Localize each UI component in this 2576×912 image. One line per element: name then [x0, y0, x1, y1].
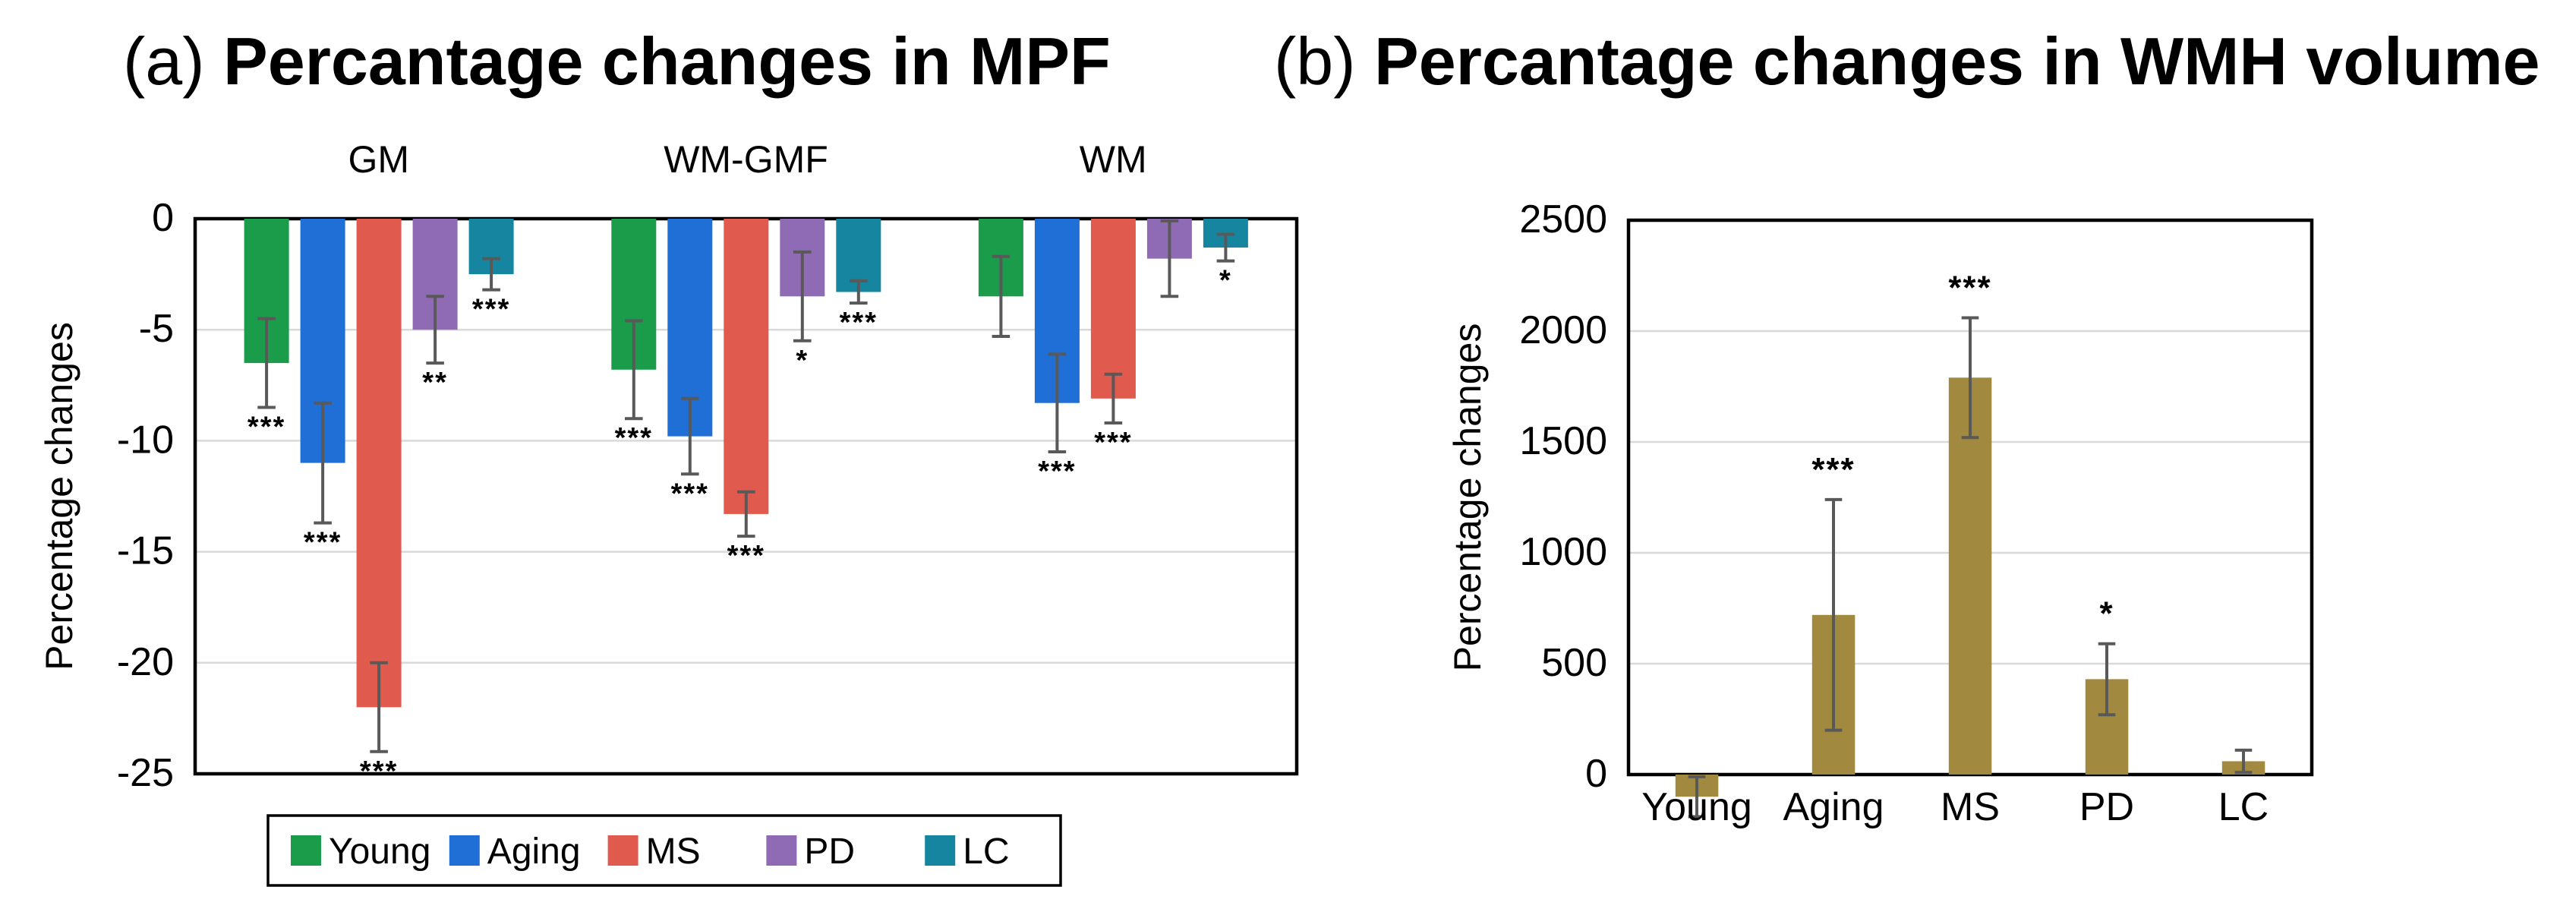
svg-text:MS: MS: [1941, 785, 2000, 829]
svg-text:***: ***: [727, 540, 765, 572]
svg-text:Aging: Aging: [1783, 785, 1884, 829]
svg-text:***: ***: [304, 527, 342, 559]
svg-text:***: ***: [1811, 451, 1855, 488]
svg-text:WM: WM: [1080, 138, 1147, 181]
svg-text:LC: LC: [2218, 785, 2269, 829]
svg-text:1000: 1000: [1519, 530, 1607, 574]
svg-text:-5: -5: [139, 307, 174, 351]
svg-text:-10: -10: [117, 418, 174, 462]
svg-text:-15: -15: [117, 529, 174, 573]
svg-text:LC: LC: [963, 832, 1009, 872]
svg-text:500: 500: [1541, 641, 1607, 685]
svg-text:***: ***: [360, 756, 398, 787]
svg-text:WM-GMF: WM-GMF: [664, 138, 828, 181]
svg-text:2500: 2500: [1519, 197, 1607, 241]
svg-text:-20: -20: [117, 640, 174, 684]
svg-text:***: ***: [1094, 427, 1132, 459]
svg-text:*: *: [1219, 265, 1232, 297]
svg-text:***: ***: [615, 422, 653, 454]
svg-text:***: ***: [1948, 270, 1991, 307]
svg-text:PD: PD: [2079, 785, 2134, 829]
svg-text:Young: Young: [1641, 785, 1752, 829]
svg-text:***: ***: [671, 478, 709, 510]
svg-text:Percentage changes: Percentage changes: [1446, 323, 1489, 672]
svg-text:GM: GM: [348, 138, 410, 181]
svg-text:Aging: Aging: [487, 832, 581, 872]
svg-text:***: ***: [248, 412, 285, 443]
svg-text:PD: PD: [804, 832, 855, 872]
svg-text:***: ***: [1038, 456, 1076, 488]
svg-text:*: *: [796, 345, 809, 377]
svg-text:***: ***: [840, 307, 878, 339]
svg-text:*: *: [2099, 595, 2114, 633]
svg-text:0: 0: [1585, 752, 1607, 796]
svg-text:Young: Young: [329, 832, 430, 872]
svg-text:Percentage changes: Percentage changes: [38, 322, 80, 671]
svg-text:***: ***: [472, 294, 510, 326]
svg-text:**: **: [422, 367, 448, 399]
svg-text:1500: 1500: [1519, 419, 1607, 463]
svg-text:-25: -25: [117, 751, 174, 795]
svg-text:2000: 2000: [1519, 308, 1607, 352]
svg-text:0: 0: [152, 196, 174, 240]
svg-text:MS: MS: [646, 832, 701, 872]
